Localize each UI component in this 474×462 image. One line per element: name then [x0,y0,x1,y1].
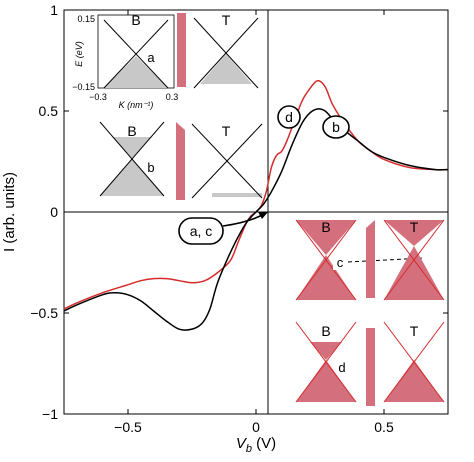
inset-br-r1-b-title: B [321,219,330,235]
inset-br-r2-b-line2 [295,321,357,403]
y-tick-label: 1 [50,2,58,18]
x-axis-title-unit: (V) [252,435,276,452]
inset-br-r1-b-line2 [295,219,357,301]
inset-br-r1-t-title: T [410,219,419,235]
annotation-ac-label: a, c [190,223,213,239]
inset-r1-b-fill [104,56,168,88]
inset-br-r1-barrier [366,220,375,298]
inset-br-r2-b-lower [296,360,356,402]
inset-br-r2-t-lower [384,360,444,402]
inset-r1-barrier [177,13,186,87]
x-axis-title-main: V [236,435,248,452]
inset-ytick-bottom: −0.15 [72,82,95,92]
annotation-b: b [322,115,350,139]
inset-br-r2-t-title: T [410,323,419,339]
inset-r2-barrier [176,122,185,200]
y-tick-label: 0 [50,204,58,220]
inset-r2-b-title: B [127,123,136,139]
inset-r2-b-fill-upper [112,137,152,158]
axis-tick-labels: −0.5 0 0.5 −1 −0.5 0 0.5 1 [30,2,394,435]
series-group [63,79,449,331]
inset-bottom-right: B c T B d T [295,219,445,406]
inset-r2-t-line2 [191,123,263,199]
inset-top-left: B a 0.15 −0.15 −0.3 0.3 E (eV) K (nm⁻¹) … [72,12,263,200]
inset-br-r2-b-upper [310,342,342,360]
annotation-b-bubble [322,115,350,139]
inset-br-r1-mark: c [337,255,344,270]
annotation-b-label: b [332,119,340,135]
annotation-ac-bubble [178,217,224,245]
inset-xtick-right: 0.3 [166,92,179,102]
inset-xlabel: K (nm⁻¹) [119,100,154,110]
x-axis-title-sub: b [246,443,252,455]
inset-br-r1-t-upper [384,220,444,246]
inset-r1-b-title: B [131,12,140,28]
annotation-ac: a, c [178,212,268,245]
red-series-line [63,79,449,310]
inset-br-r2-mark: d [338,360,345,375]
inset-r1-t-fill [200,54,252,84]
y-tick-label: −1 [42,406,58,422]
inset-r2-t-title: T [222,123,231,139]
inset-r1-mark: a [147,50,155,65]
inset-r2-b-fill-lower [100,158,164,196]
inset-br-r1-b-upper [296,220,356,255]
y-tick-label: 0.5 [39,103,59,119]
x-tick-label: 0.5 [374,419,394,435]
inset-xtick-left: −0.3 [89,92,107,102]
inset-ytick-top: 0.15 [77,14,95,24]
x-tick-label: −0.5 [114,419,142,435]
inset-br-r1-b-lower [296,255,356,300]
inset-br-r1-t-line2 [383,219,445,301]
annotation-d-label: d [285,109,293,125]
inset-r1-t-line2 [193,17,259,89]
inset-br-r2-barrier [366,328,375,406]
x-axis-title: Vb (V) [236,435,276,455]
inset-r1-b-line2 [103,19,169,89]
inset-ylabel: E (eV) [74,41,84,67]
annotation-ac-arrowhead [258,212,268,219]
inset-br-r2-t-line2 [383,321,445,403]
annotation-ac-arrow [222,213,265,227]
inset-r1-t-title: T [222,12,231,28]
inset-r2-mark: b [147,160,154,175]
inset-r2-b-line2 [99,121,165,197]
y-tick-label: −0.5 [30,305,58,321]
inset-r2-t-fill [212,193,262,197]
inset-br-r1-c-box [333,254,347,270]
annotation-d: d [277,105,301,129]
inset-br-r2-b-title: B [321,323,330,339]
annotation-d-bubble [277,105,301,129]
inset-br-r1-t-lower [384,246,444,300]
y-axis-title: I (arb. units) [1,172,18,252]
axis-ticks [64,9,448,415]
black-series-line [63,108,449,331]
x-tick-label: 0 [252,419,260,435]
